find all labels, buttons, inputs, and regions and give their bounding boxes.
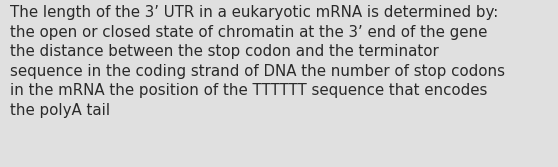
Text: The length of the 3’ UTR in a eukaryotic mRNA is determined by:
the open or clos: The length of the 3’ UTR in a eukaryotic…: [10, 5, 505, 118]
